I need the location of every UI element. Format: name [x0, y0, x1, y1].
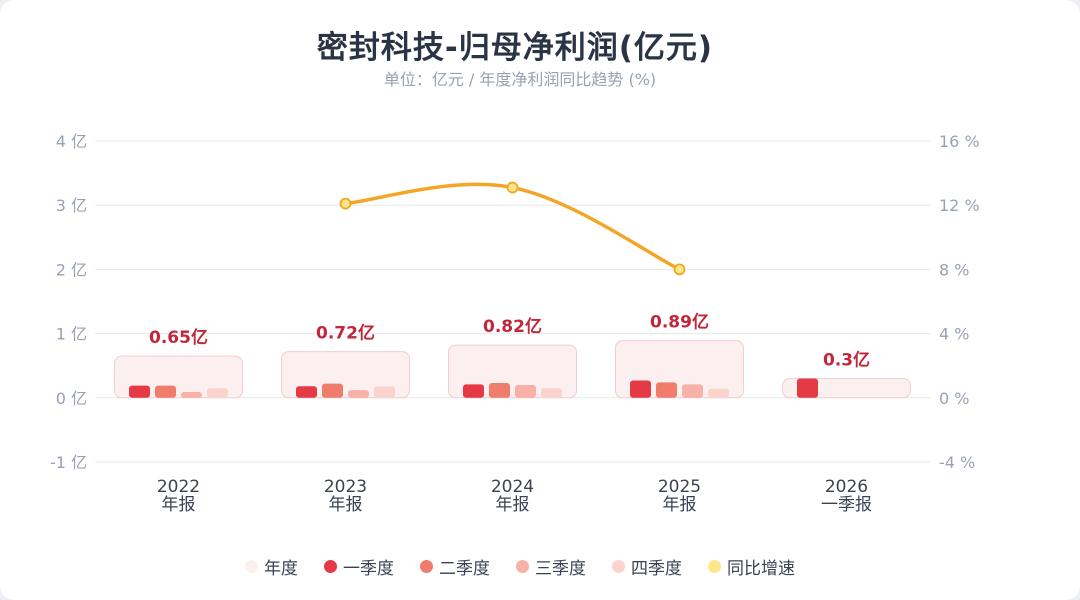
category-year-label: 2023 — [324, 477, 367, 497]
legend-swatch — [516, 560, 529, 573]
legend-item[interactable]: 二季度 — [420, 554, 490, 579]
legend-item[interactable]: 同比增速 — [708, 554, 795, 579]
y-right-tick-label: 8 % — [939, 260, 969, 279]
annual-value-label: 0.65亿 — [149, 327, 208, 348]
quarter-bar-1 — [630, 380, 651, 398]
quarter-bar-2 — [489, 383, 510, 398]
yoy-point — [506, 181, 519, 194]
quarter-bar-1 — [296, 386, 317, 398]
quarter-bar-4 — [207, 388, 228, 398]
quarter-bar-3 — [181, 392, 202, 398]
quarter-bar-4 — [708, 388, 729, 398]
legend-swatch — [324, 560, 337, 573]
legend-swatch — [420, 560, 433, 573]
category-period-label: 年报 — [663, 495, 697, 515]
legend-swatch — [245, 560, 258, 573]
category-period-label: 年报 — [329, 495, 363, 515]
legend-item[interactable]: 年度 — [245, 554, 298, 579]
quarter-bar-3 — [515, 384, 536, 398]
y-left-tick-label: 1 亿 — [56, 325, 87, 344]
legend-label: 四季度 — [631, 559, 682, 579]
y-left-tick-label: 4 亿 — [56, 132, 87, 151]
y-left-tick-label: 0 亿 — [56, 389, 87, 408]
legend-swatch — [612, 560, 625, 573]
category-year-label: 2026 — [825, 477, 868, 497]
category-year-label: 2024 — [491, 477, 534, 497]
quarter-bar-2 — [322, 383, 343, 398]
category-period-label: 年报 — [162, 495, 196, 515]
y-right-tick-label: 16 % — [939, 132, 980, 151]
quarter-bar-3 — [682, 384, 703, 398]
category-year-label: 2025 — [658, 477, 701, 497]
quarter-bar-4 — [374, 386, 395, 398]
legend-label: 年度 — [264, 559, 298, 579]
quarter-bar-1 — [463, 384, 484, 398]
quarter-bar-4 — [541, 388, 562, 398]
legend-label: 一季度 — [343, 559, 394, 579]
quarter-bar-1 — [797, 378, 818, 398]
yoy-line — [343, 182, 682, 272]
quarter-bar-1 — [129, 385, 150, 398]
annual-value-label: 0.89亿 — [650, 312, 709, 333]
yoy-point — [339, 197, 352, 210]
y-left-tick-label: 2 亿 — [56, 260, 87, 279]
annual-value-label: 0.72亿 — [316, 323, 375, 344]
chart-legend: 年度 一季度 二季度 三季度 四季度 同比增速 — [0, 554, 1040, 579]
legend-item[interactable]: 一季度 — [324, 554, 394, 579]
y-left-tick-label: 3 亿 — [56, 196, 87, 215]
category-year-label: 2022 — [157, 477, 200, 497]
category-period-label: 年报 — [496, 495, 530, 515]
chart-subtitle: 单位：亿元 / 年度净利润同比趋势 (%) — [383, 70, 657, 89]
legend-item[interactable]: 四季度 — [612, 554, 682, 579]
annual-value-label: 0.3亿 — [823, 350, 870, 371]
y-right-tick-label: 12 % — [939, 196, 980, 215]
chart-title: 密封科技-归母净利润(亿元) — [316, 30, 714, 66]
annual-value-label: 0.82亿 — [483, 316, 542, 337]
legend-item[interactable]: 三季度 — [516, 554, 586, 579]
y-left-tick-label: -1 亿 — [50, 453, 87, 472]
quarter-bar-2 — [656, 382, 677, 398]
yoy-point — [673, 263, 686, 276]
quarter-bar-2 — [155, 385, 176, 398]
legend-swatch — [708, 560, 721, 573]
y-right-tick-label: 0 % — [939, 389, 969, 408]
y-right-tick-label: 4 % — [939, 325, 969, 344]
quarter-bar-3 — [348, 390, 369, 398]
legend-label: 三季度 — [535, 559, 586, 579]
legend-label: 同比增速 — [727, 559, 795, 579]
category-period-label: 一季报 — [821, 495, 872, 515]
y-right-tick-label: -4 % — [939, 453, 975, 472]
legend-label: 二季度 — [439, 559, 490, 579]
